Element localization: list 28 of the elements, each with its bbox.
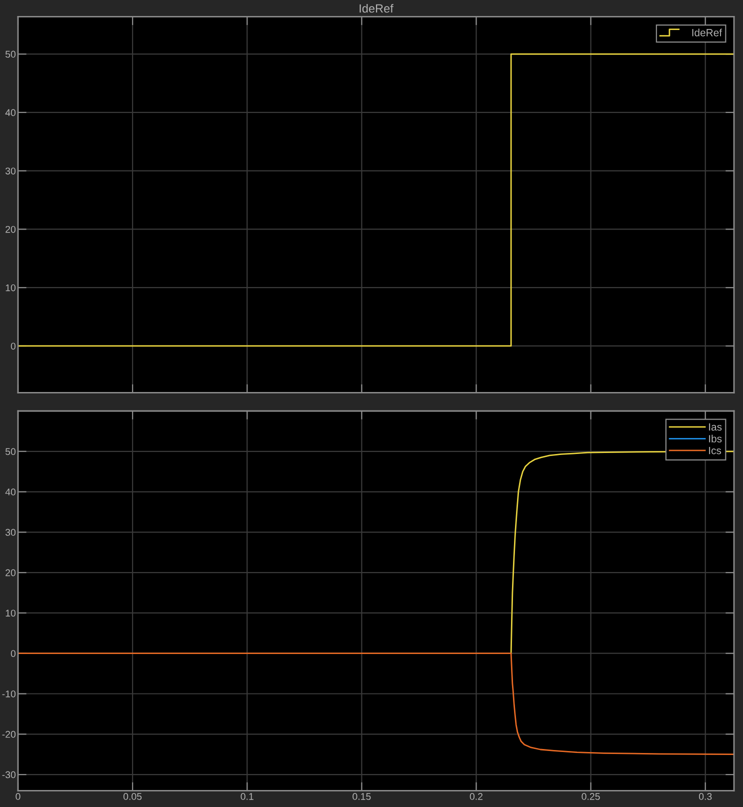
x-tick-label: 0.05: [123, 793, 142, 800]
y-tick-label: 30: [5, 168, 16, 174]
y-tick-label: 20: [6, 226, 16, 233]
x-tick-label: 0.25: [582, 793, 600, 800]
x-tick-label: 0.15: [352, 793, 371, 800]
chart-title: IdeRef: [360, 4, 394, 13]
y-tick-label: 40: [5, 488, 16, 496]
y-tick-label: -10: [2, 690, 16, 698]
y-tick-label: 30: [5, 528, 16, 536]
legend-label: Ibs: [709, 434, 722, 442]
y-tick-label: 20: [6, 569, 16, 576]
y-tick-label: -20: [2, 730, 16, 738]
legend-label: Ics: [709, 446, 722, 454]
x-tick-label: 0: [16, 793, 20, 800]
y-tick-label: 50: [5, 448, 16, 456]
x-tick-label: 0.2: [470, 793, 483, 800]
y-tick-label: 0: [10, 342, 16, 350]
x-tick-label: 0.3: [698, 793, 712, 800]
y-tick-label: -30: [2, 771, 16, 778]
y-tick-label: 40: [5, 109, 16, 116]
x-tick-label: 0.1: [240, 793, 254, 800]
legend-label: Ias: [709, 423, 722, 431]
line-series: [18, 652, 734, 756]
y-tick-label: 0: [10, 650, 16, 657]
y-tick-label: 10: [6, 284, 16, 292]
y-tick-label: 10: [6, 610, 16, 617]
legend-label: IdeRef: [692, 28, 722, 36]
y-tick-label: 50: [5, 50, 16, 58]
